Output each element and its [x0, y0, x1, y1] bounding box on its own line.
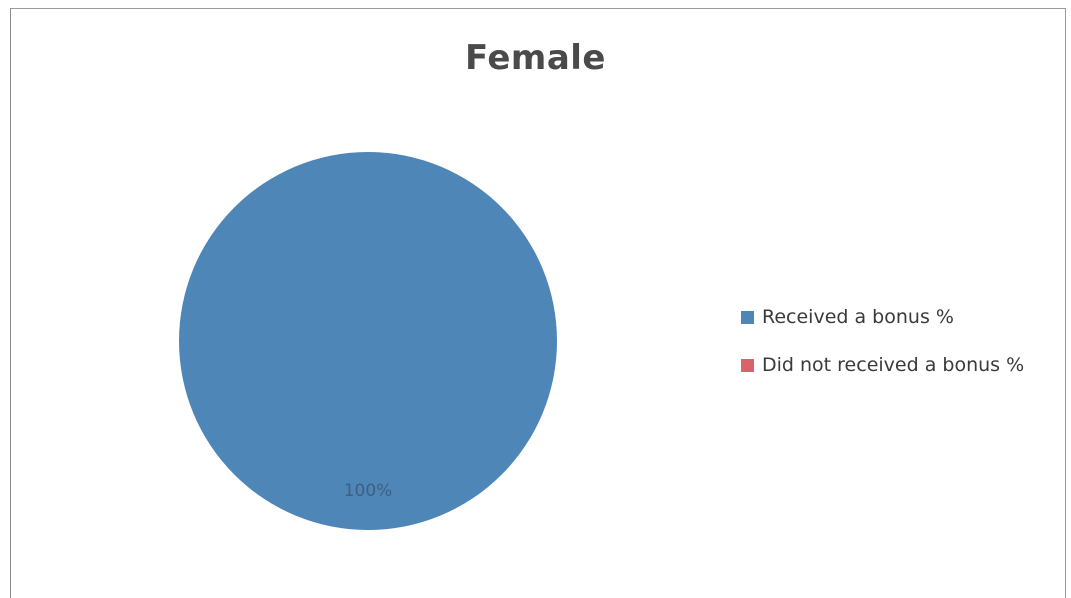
pie-chart: 100% — [179, 152, 557, 530]
legend-label-0: Received a bonus % — [762, 306, 954, 328]
legend-item-0: Received a bonus % — [741, 305, 1024, 329]
data-label-0: 100% — [344, 481, 393, 501]
legend-label-1: Did not received a bonus % — [762, 354, 1025, 376]
chart-legend: Received a bonus % Did not received a bon… — [741, 305, 1024, 401]
legend-item-1: Did not received a bonus % — [741, 353, 1024, 377]
legend-swatch-0 — [741, 310, 754, 324]
legend-swatch-1 — [741, 358, 754, 372]
chart-title: Female — [465, 38, 606, 78]
pie-slice-0 — [179, 152, 557, 530]
